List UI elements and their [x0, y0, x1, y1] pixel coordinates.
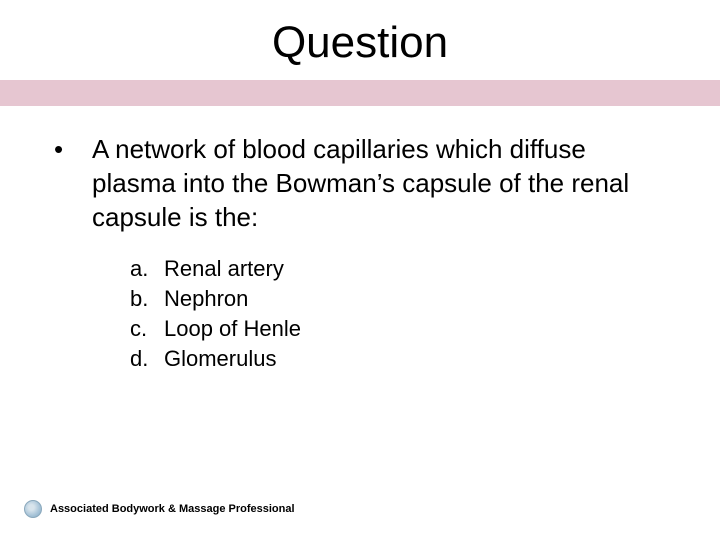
options-list: a. Renal artery b. Nephron c. Loop of He… [130, 256, 670, 372]
option-d: d. Glomerulus [130, 346, 670, 372]
option-text: Renal artery [164, 256, 284, 282]
footer: Associated Bodywork & Massage Profession… [24, 500, 295, 518]
option-a: a. Renal artery [130, 256, 670, 282]
footer-text: Associated Bodywork & Massage Profession… [50, 503, 295, 515]
option-label: a. [130, 256, 164, 282]
option-b: b. Nephron [130, 286, 670, 312]
question-row: • A network of blood capillaries which d… [50, 132, 670, 234]
option-label: b. [130, 286, 164, 312]
option-label: c. [130, 316, 164, 342]
option-text: Loop of Henle [164, 316, 301, 342]
option-text: Glomerulus [164, 346, 276, 372]
option-c: c. Loop of Henle [130, 316, 670, 342]
accent-bar [0, 80, 720, 106]
content-area: • A network of blood capillaries which d… [0, 106, 720, 372]
bullet-icon: • [50, 132, 92, 166]
question-text: A network of blood capillaries which dif… [92, 132, 670, 234]
option-text: Nephron [164, 286, 248, 312]
logo-icon [24, 500, 42, 518]
option-label: d. [130, 346, 164, 372]
slide-title: Question [0, 0, 720, 80]
